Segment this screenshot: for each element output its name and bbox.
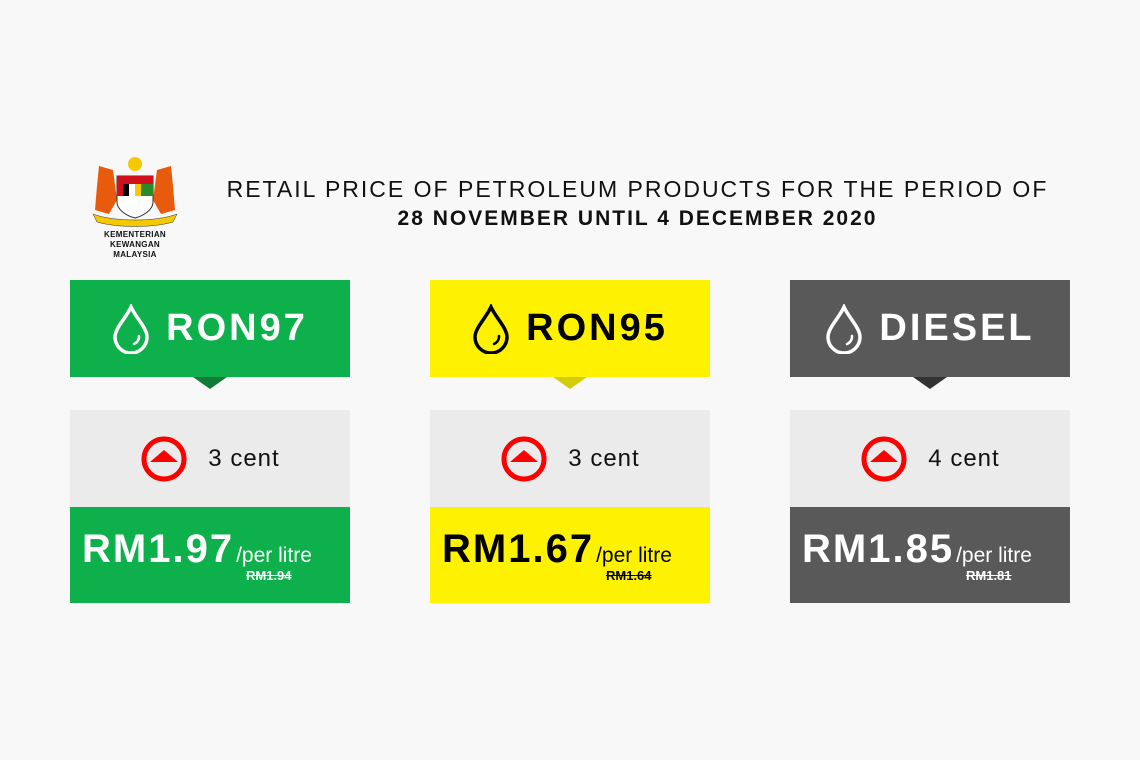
product-name: DIESEL: [879, 307, 1035, 349]
product-name: RON95: [526, 307, 668, 349]
arrow-up-circle-icon: [141, 436, 187, 481]
title-period: 28 NOVEMBER UNTIL 4 DECEMBER 2020: [397, 207, 878, 230]
previous-price: RM1.94: [246, 568, 292, 583]
current-price: RM1.97: [82, 527, 235, 571]
price-panel: RM1.85/per litre RM1.81: [790, 507, 1070, 603]
droplet-icon: [473, 303, 509, 354]
pointer-arrow: [193, 377, 227, 389]
product-card: RON95 3 cent RM1.67/per litre RM1.64: [430, 280, 710, 603]
current-price: RM1.85: [802, 527, 955, 571]
product-header: DIESEL: [790, 280, 1070, 377]
title-line1: RETAIL PRICE OF PETROLEUM PRODUCTS FOR T…: [226, 176, 1049, 202]
arrow-up-circle-icon: [861, 436, 907, 481]
ministry-name: KEMENTERIAN KEWANGAN: [104, 230, 166, 249]
previous-price: RM1.64: [606, 568, 652, 583]
product-card: RON97 3 cent RM1.97/per litre RM1.94: [70, 280, 350, 603]
price-change: 3 cent: [70, 410, 350, 507]
change-amount: 3 cent: [208, 444, 280, 472]
current-price: RM1.67: [442, 527, 595, 571]
arrow-up-circle-icon: [501, 436, 547, 481]
price-change: 4 cent: [790, 410, 1070, 507]
price-unit: /per litre: [956, 544, 1032, 567]
product-name: RON97: [166, 307, 308, 349]
price-panel: RM1.97/per litre RM1.94: [70, 507, 350, 603]
ministry-logo: KEMENTERIAN KEWANGAN MALAYSIA: [80, 152, 190, 260]
ministry-country: MALAYSIA: [113, 250, 157, 259]
product-header: RON95: [430, 280, 710, 377]
change-amount: 4 cent: [928, 444, 1000, 472]
previous-price: RM1.81: [966, 568, 1012, 583]
pointer-arrow: [913, 377, 947, 389]
droplet-icon: [826, 303, 863, 354]
pointer-arrow: [553, 377, 587, 389]
price-change: 3 cent: [430, 410, 710, 507]
droplet-icon: [113, 303, 149, 354]
coat-of-arms-icon: [92, 157, 178, 227]
page-title: RETAIL PRICE OF PETROLEUM PRODUCTS FOR T…: [200, 176, 1075, 231]
product-header: RON97: [70, 280, 350, 377]
product-card: DIESEL 4 cent RM1.85/per litre RM1.81: [790, 280, 1070, 603]
price-unit: /per litre: [236, 544, 312, 567]
price-unit: /per litre: [596, 544, 672, 567]
price-panel: RM1.67/per litre RM1.64: [430, 507, 710, 603]
change-amount: 3 cent: [568, 444, 640, 472]
